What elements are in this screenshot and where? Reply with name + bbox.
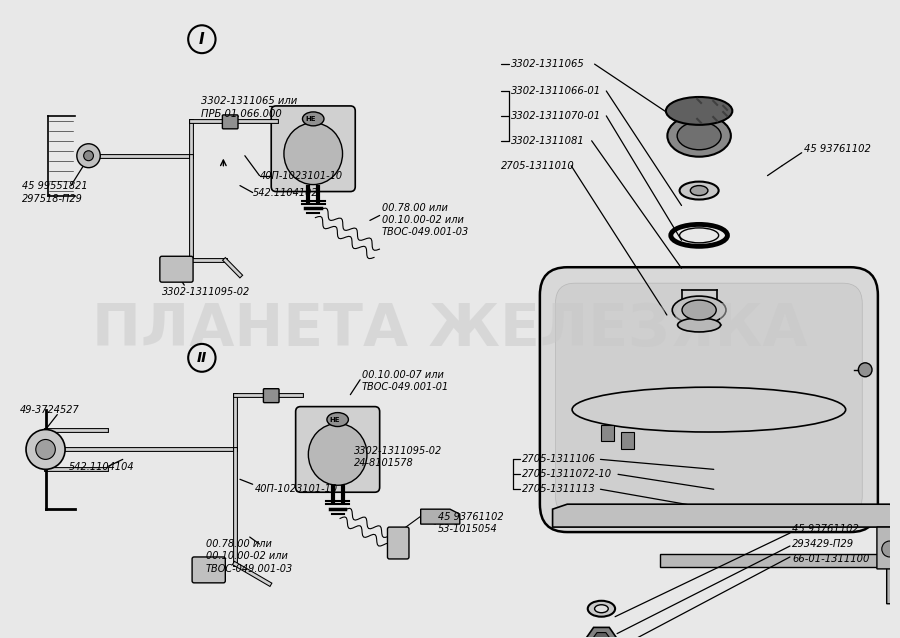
- Text: 40П-1023101-10: 40П-1023101-10: [255, 484, 338, 494]
- Ellipse shape: [668, 115, 731, 157]
- Text: 3302-1311065: 3302-1311065: [510, 59, 584, 69]
- Text: II: II: [197, 351, 207, 365]
- Text: 40П-1023101-10: 40П-1023101-10: [259, 170, 343, 181]
- Text: ПРБ 01.066.000: ПРБ 01.066.000: [201, 109, 282, 119]
- Ellipse shape: [666, 97, 733, 125]
- Polygon shape: [586, 627, 617, 638]
- Text: ПЛАНЕТА ЖЕЛЕЗЯКА: ПЛАНЕТА ЖЕЛЕЗЯКА: [92, 301, 808, 359]
- Text: HE: HE: [305, 116, 316, 122]
- FancyBboxPatch shape: [192, 557, 225, 583]
- Polygon shape: [553, 504, 900, 544]
- Circle shape: [859, 363, 872, 377]
- Text: HE: HE: [329, 417, 340, 422]
- Ellipse shape: [327, 413, 348, 427]
- Polygon shape: [420, 509, 460, 524]
- Text: 45 93761102: 45 93761102: [438, 512, 504, 522]
- FancyBboxPatch shape: [388, 527, 409, 559]
- Text: 00.78.00 или: 00.78.00 или: [206, 539, 272, 549]
- Text: 00.10.00-02 или: 00.10.00-02 или: [206, 551, 288, 561]
- FancyBboxPatch shape: [264, 389, 279, 403]
- Text: 3302-1311095-02: 3302-1311095-02: [355, 447, 443, 456]
- Ellipse shape: [302, 112, 324, 126]
- FancyBboxPatch shape: [160, 256, 194, 282]
- Text: 45 93761102: 45 93761102: [804, 144, 870, 154]
- Polygon shape: [877, 527, 900, 569]
- Text: 00.10.00-02 или: 00.10.00-02 или: [382, 216, 464, 225]
- Polygon shape: [592, 632, 610, 638]
- Polygon shape: [660, 554, 889, 567]
- Circle shape: [882, 541, 897, 557]
- Text: 3302-1311095-02: 3302-1311095-02: [162, 287, 250, 297]
- Ellipse shape: [309, 424, 367, 486]
- Text: 2705-1311113: 2705-1311113: [522, 484, 596, 494]
- Circle shape: [84, 151, 94, 161]
- Ellipse shape: [588, 601, 615, 617]
- FancyBboxPatch shape: [555, 283, 862, 516]
- Text: 297518-П29: 297518-П29: [22, 193, 83, 204]
- Text: 3302-1311070-01: 3302-1311070-01: [510, 111, 600, 121]
- Text: 2705-1311010: 2705-1311010: [500, 161, 574, 171]
- Circle shape: [26, 429, 65, 470]
- Text: 24-8101578: 24-8101578: [355, 458, 414, 468]
- Circle shape: [36, 440, 55, 459]
- Polygon shape: [601, 424, 614, 441]
- Text: 49-3724527: 49-3724527: [20, 404, 80, 415]
- Circle shape: [76, 144, 100, 168]
- Text: 293429-П29: 293429-П29: [792, 539, 854, 549]
- Ellipse shape: [284, 123, 343, 184]
- FancyArrowPatch shape: [405, 511, 428, 528]
- Text: ТВОС-049.001-01: ТВОС-049.001-01: [362, 382, 449, 392]
- Ellipse shape: [672, 296, 726, 324]
- Text: 3302-1311066-01: 3302-1311066-01: [510, 86, 600, 96]
- FancyBboxPatch shape: [271, 106, 356, 191]
- Polygon shape: [886, 554, 900, 604]
- Text: 66-01-1311100: 66-01-1311100: [792, 554, 869, 564]
- Text: 2705-1311072-10: 2705-1311072-10: [522, 470, 612, 479]
- Text: 00.10.00-07 или: 00.10.00-07 или: [362, 370, 444, 380]
- Ellipse shape: [678, 318, 721, 332]
- Ellipse shape: [595, 605, 608, 612]
- Text: 53-1015054: 53-1015054: [438, 524, 498, 534]
- FancyBboxPatch shape: [295, 406, 380, 493]
- Text: 45 93761102: 45 93761102: [792, 524, 859, 534]
- Text: ТВОС-049.001-03: ТВОС-049.001-03: [382, 227, 469, 237]
- Text: ТВОС-049.001-03: ТВОС-049.001-03: [206, 564, 293, 574]
- Text: 3302-1311081: 3302-1311081: [510, 136, 584, 145]
- Ellipse shape: [680, 182, 719, 200]
- Text: 542.1104104: 542.1104104: [69, 463, 135, 472]
- Ellipse shape: [682, 300, 716, 320]
- Ellipse shape: [677, 122, 721, 150]
- FancyBboxPatch shape: [222, 115, 238, 129]
- Text: 542.1104102: 542.1104102: [253, 188, 319, 198]
- Polygon shape: [621, 431, 634, 449]
- Ellipse shape: [690, 186, 708, 195]
- Text: 2705-1311106: 2705-1311106: [522, 454, 596, 464]
- Text: I: I: [199, 32, 204, 47]
- FancyBboxPatch shape: [540, 267, 878, 532]
- Text: 3302-1311065 или: 3302-1311065 или: [201, 96, 297, 106]
- Text: 45 99551821: 45 99551821: [22, 181, 87, 191]
- Text: 00.78.00 или: 00.78.00 или: [382, 204, 447, 214]
